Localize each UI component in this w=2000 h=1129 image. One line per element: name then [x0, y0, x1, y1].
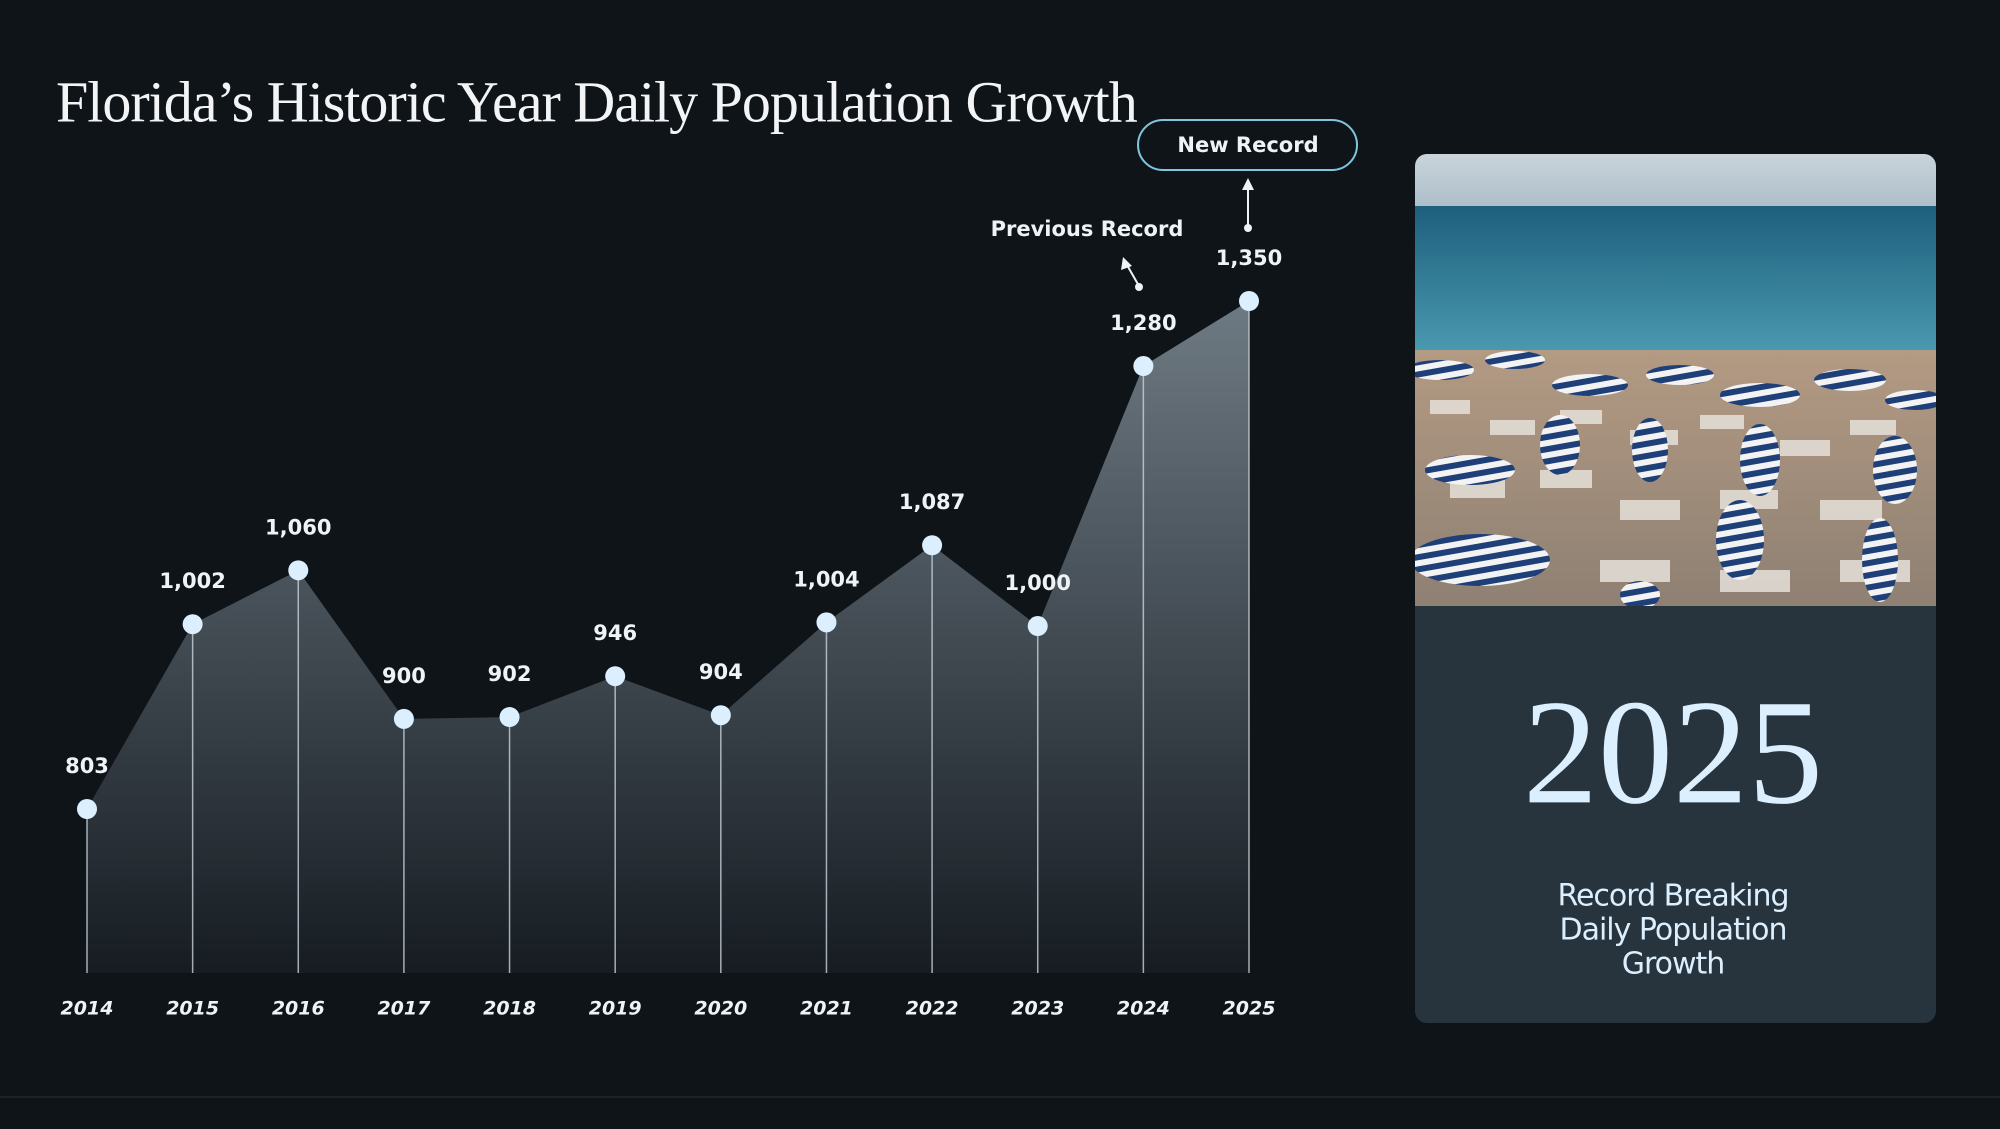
value-label: 1,004: [793, 567, 859, 591]
annotation-dot: [1135, 283, 1143, 291]
value-label: 1,350: [1216, 246, 1282, 270]
x-tick-label: 2016: [272, 998, 325, 1020]
plot: 803 2014 1,002 2015 1,060 2016 900 2017 902 2018 9…: [61, 246, 1283, 1020]
x-tick-label: 2025: [1223, 998, 1276, 1020]
value-label: 904: [699, 660, 743, 684]
value-label: 902: [488, 662, 532, 686]
panel-caption: Daily Population: [1559, 913, 1786, 948]
point: [499, 707, 520, 728]
annotation-arrowhead: [1121, 257, 1132, 270]
x-tick-label: 2023: [1011, 998, 1064, 1020]
point: [922, 535, 943, 556]
area: [87, 301, 1249, 973]
annotation: Previous Record: [991, 217, 1184, 241]
panel-caption: Growth: [1622, 947, 1725, 982]
point: [77, 799, 97, 819]
point: [710, 705, 731, 726]
x-tick-label: 2017: [377, 998, 431, 1020]
value-label: 1,002: [159, 569, 225, 593]
value-label: 803: [65, 754, 109, 778]
point: [1239, 291, 1259, 311]
value-label: 1,087: [899, 490, 965, 514]
x-tick-label: 2019: [589, 998, 642, 1020]
annotation-dot: [1244, 224, 1252, 232]
point: [288, 560, 309, 581]
x-tick-label: 2021: [800, 998, 853, 1020]
point: [816, 612, 837, 633]
point: [393, 708, 414, 729]
x-tick-label: 2014: [61, 998, 114, 1020]
point: [1133, 356, 1154, 377]
value-label: 1,000: [1005, 571, 1071, 595]
x-tick-label: 2022: [906, 998, 959, 1020]
value-label: 1,060: [265, 515, 331, 539]
chart-title: Florida’s Historic Year Daily Population…: [56, 69, 1138, 134]
annotation-arrowhead: [1242, 178, 1254, 190]
photo: [1415, 154, 1936, 606]
point: [182, 614, 203, 635]
value-label: 900: [382, 664, 426, 688]
x-tick-label: 2015: [166, 998, 219, 1020]
panel-heading: 2025: [1523, 669, 1823, 835]
annotation: New Record: [1177, 133, 1318, 157]
value-label: 946: [593, 621, 637, 645]
x-tick-label: 2020: [694, 998, 747, 1020]
panel-caption: Record Breaking: [1557, 879, 1788, 914]
point: [605, 666, 626, 687]
annotation-arrow: [1126, 264, 1140, 287]
point: [1027, 616, 1048, 637]
annotation-pill: [1137, 119, 1358, 171]
x-tick-label: 2018: [483, 998, 536, 1020]
x-tick-label: 2024: [1117, 998, 1170, 1020]
value-label: 1,280: [1110, 311, 1176, 335]
